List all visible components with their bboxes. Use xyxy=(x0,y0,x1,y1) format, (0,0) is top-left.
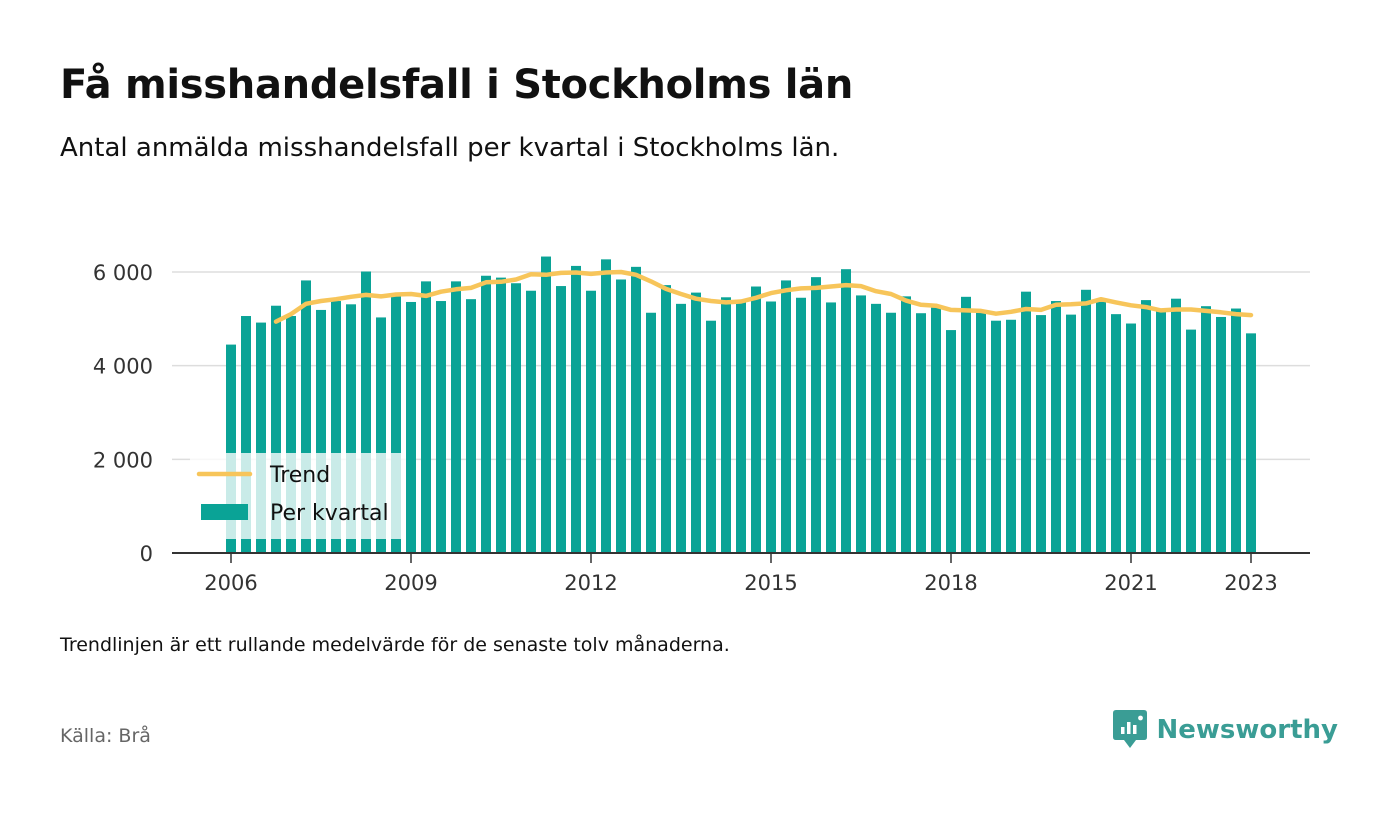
bar xyxy=(496,277,506,553)
bar xyxy=(286,316,296,553)
bar xyxy=(961,296,971,553)
footnote: Trendlinjen är ett rullande medelvärde f… xyxy=(60,634,730,656)
bar xyxy=(676,303,686,553)
bar xyxy=(511,283,521,553)
bar xyxy=(1141,300,1151,553)
trend-series xyxy=(273,269,1254,324)
bar xyxy=(661,285,671,553)
bar xyxy=(901,296,911,553)
bar xyxy=(631,266,641,553)
legend-label: Trend xyxy=(269,463,330,488)
bar xyxy=(781,280,791,553)
bar xyxy=(1051,301,1061,553)
y-tick-label: 2 000 xyxy=(93,448,153,472)
bar xyxy=(931,307,941,553)
bar xyxy=(1246,333,1256,553)
bar xyxy=(346,304,356,553)
bar xyxy=(316,309,326,553)
bar xyxy=(466,299,476,553)
bar xyxy=(1066,314,1076,553)
bar xyxy=(1006,319,1016,553)
bar xyxy=(1096,300,1106,553)
source-text: Källa: Brå xyxy=(60,725,151,747)
bar xyxy=(406,301,416,553)
bar xyxy=(1231,308,1241,553)
bar xyxy=(916,313,926,553)
x-tick-label: 2015 xyxy=(744,571,797,595)
bar xyxy=(691,292,701,553)
y-tick-label: 0 xyxy=(140,542,153,566)
bar xyxy=(886,312,896,553)
bar xyxy=(451,281,461,553)
bar xyxy=(526,290,536,553)
bar xyxy=(1126,323,1136,553)
bar xyxy=(436,301,446,553)
bar xyxy=(601,259,611,553)
axes: 0 2 000 4 000 6 000 2006 2009 2012 2015 2018 2021… xyxy=(93,261,1310,595)
bar xyxy=(1036,315,1046,553)
x-tick-label: 2023 xyxy=(1224,571,1277,595)
bar xyxy=(991,320,1001,553)
bar xyxy=(256,322,266,553)
bar xyxy=(1201,306,1211,553)
bar xyxy=(376,317,386,553)
legend-label: Per kvartal xyxy=(270,501,389,526)
bar xyxy=(1111,314,1121,553)
trend-line xyxy=(273,269,1254,324)
legend-background xyxy=(190,453,406,539)
bar xyxy=(1216,316,1226,553)
bar xyxy=(706,320,716,553)
bar xyxy=(766,301,776,553)
bar xyxy=(721,297,731,553)
bar xyxy=(751,286,761,553)
bar xyxy=(391,295,401,553)
bar xyxy=(331,301,341,553)
bar xyxy=(481,275,491,553)
bar xyxy=(421,281,431,553)
bar xyxy=(826,302,836,553)
bar xyxy=(1186,329,1196,553)
bar xyxy=(616,279,626,553)
bar xyxy=(571,265,581,553)
y-tick-label: 4 000 xyxy=(93,355,153,379)
y-tick-label: 6 000 xyxy=(93,261,153,285)
bar xyxy=(226,344,236,553)
bar-line-chart: 0 2 000 4 000 6 000 2006 2009 2012 2015 2018 2021… xyxy=(93,256,1310,595)
bar xyxy=(1081,289,1091,553)
bar xyxy=(646,312,656,553)
bar xyxy=(856,295,866,553)
bar xyxy=(1021,291,1031,553)
chart-title: Få misshandelsfall i Stockholms län xyxy=(60,62,853,108)
brand-name: Newsworthy xyxy=(1156,715,1338,745)
bar xyxy=(271,305,281,553)
bar xyxy=(976,310,986,553)
x-tick-label: 2018 xyxy=(924,571,977,595)
bar xyxy=(586,290,596,553)
legend-swatch-bars xyxy=(201,504,248,520)
bar xyxy=(871,303,881,553)
x-tick-label: 2012 xyxy=(564,571,617,595)
bar xyxy=(541,256,551,553)
bar xyxy=(841,269,851,553)
x-tick-label: 2006 xyxy=(204,571,257,595)
chart-subtitle: Antal anmälda misshandelsfall per kvarta… xyxy=(60,133,840,163)
bar xyxy=(811,277,821,553)
bar xyxy=(556,286,566,553)
bar xyxy=(241,316,251,553)
bar xyxy=(1171,298,1181,553)
legend: Trend Per kvartal xyxy=(190,453,406,539)
bar xyxy=(361,271,371,553)
bar xyxy=(736,301,746,553)
x-tick-label: 2021 xyxy=(1104,571,1157,595)
bar xyxy=(946,330,956,553)
brand-logo: Newsworthy xyxy=(1112,710,1338,750)
x-tick-label: 2009 xyxy=(384,571,437,595)
bar xyxy=(796,297,806,553)
bar xyxy=(1156,310,1166,553)
bar xyxy=(301,280,311,553)
newsworthy-logo-icon xyxy=(1112,710,1147,748)
bar-series xyxy=(226,256,1256,553)
